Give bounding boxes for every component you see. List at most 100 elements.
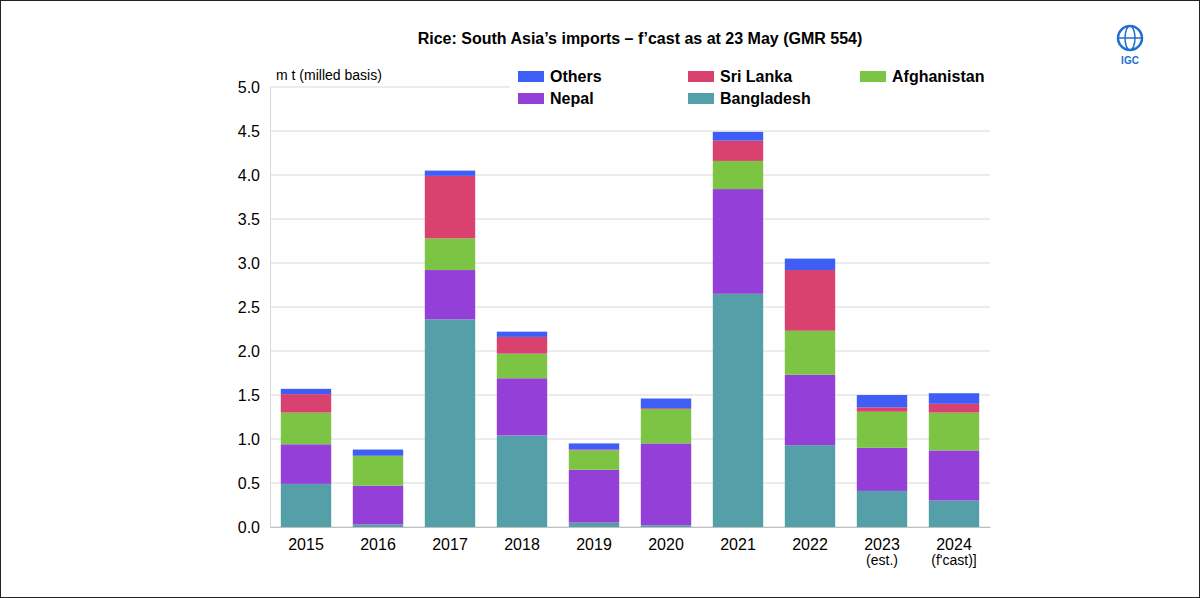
bar (281, 389, 331, 394)
bar (353, 450, 403, 456)
legend-swatch (518, 71, 544, 82)
x-tick-label: 2018 (504, 536, 540, 553)
y-tick: 4.0 (238, 167, 270, 184)
x-tick: 2022 (792, 527, 828, 553)
y-tick-label: 4.5 (238, 123, 260, 140)
bar (569, 470, 619, 523)
x-tick-label-line: (f'cast)] (931, 552, 976, 568)
series (281, 189, 979, 525)
bar (641, 443, 691, 525)
bar (569, 443, 619, 449)
bar (641, 409, 691, 443)
bar (497, 332, 547, 337)
bar (713, 161, 763, 189)
y-tick-label: 0.5 (238, 475, 260, 492)
bar (785, 331, 835, 375)
title: Rice: South Asia’s imports – f’cast as a… (418, 30, 863, 47)
x-tick-label-line: 2018 (504, 536, 540, 553)
bar (497, 435, 547, 527)
legend-label: Others (550, 68, 602, 85)
y-axis-line (270, 88, 271, 528)
y-tick: 5.0 (238, 79, 270, 96)
x-tick-label-line: 2017 (432, 536, 468, 553)
series (281, 294, 979, 527)
grid-line (270, 307, 990, 308)
logo-globe (1118, 37, 1142, 39)
y-tick: 3.5 (238, 211, 270, 228)
grid-line (270, 263, 990, 264)
x-tick-label: 2023(est.) (864, 536, 900, 568)
series (281, 132, 979, 456)
logo: IGC (1118, 26, 1142, 66)
legend-swatch (518, 93, 544, 104)
bar (569, 450, 619, 469)
y-tick-label: 0.0 (238, 519, 260, 536)
legend-item: Afghanistan (860, 68, 984, 85)
bar (497, 378, 547, 435)
bar (857, 407, 907, 411)
bar (713, 132, 763, 141)
y-tick: 3.0 (238, 255, 270, 272)
x-tick-label: 2019 (576, 536, 612, 553)
bars (281, 132, 979, 527)
chart: Rice: South Asia’s imports – f’cast as a… (0, 0, 1200, 598)
grid-line (270, 131, 990, 132)
bar (713, 294, 763, 527)
legend-label: Nepal (550, 90, 594, 107)
bar (857, 448, 907, 491)
grid-line (270, 351, 990, 352)
bar (857, 491, 907, 527)
bar (281, 484, 331, 527)
legend: Others Sri Lanka Afghanistan Nepal Banglades… (510, 66, 1010, 110)
bar (929, 501, 979, 527)
x-tick-label: 2022 (792, 536, 828, 553)
bar (857, 395, 907, 407)
x-tick-label: 2021 (720, 536, 756, 553)
y-tick: 0.5 (238, 475, 270, 492)
logo-globe (1118, 26, 1142, 50)
y-tick: 0.0 (238, 519, 270, 536)
bar (929, 404, 979, 413)
x-tick-label-line: 2024 (936, 536, 972, 553)
legend-swatch (860, 71, 886, 82)
x-tick: 2019 (576, 527, 612, 553)
bar (353, 456, 403, 486)
y-tick-label: 2.5 (238, 299, 260, 316)
y-tick-label: 4.0 (238, 167, 260, 184)
bar (785, 270, 835, 331)
y-tick-label: 3.5 (238, 211, 260, 228)
bar (929, 413, 979, 451)
y-tick: 2.5 (238, 299, 270, 316)
bar (857, 412, 907, 448)
bar (785, 259, 835, 270)
logo-text: IGC (1121, 55, 1139, 66)
bar (929, 393, 979, 404)
bar (281, 394, 331, 412)
bar (713, 141, 763, 161)
bar (929, 450, 979, 500)
series (281, 161, 979, 486)
legend-swatch (688, 93, 714, 104)
x-tick: 2015 (288, 527, 324, 553)
legend-item: Bangladesh (688, 90, 811, 107)
legend-label: Sri Lanka (720, 68, 792, 85)
bar (497, 354, 547, 379)
grid-line (270, 175, 990, 176)
frame (1, 1, 1200, 598)
x-tick-label-line: 2015 (288, 536, 324, 553)
x-tick-label-line: 2022 (792, 536, 828, 553)
x-tick-label-line: 2020 (648, 536, 684, 553)
x-tick: 2024(f'cast)] (931, 527, 976, 568)
x-tick-label: 2015 (288, 536, 324, 553)
legend-item: Sri Lanka (688, 68, 792, 85)
x-axis: 2015 2016 2017 2018 2019 2020 2021 2022 2023(est… (271, 527, 991, 568)
x-tick-label-line: 2023 (864, 536, 900, 553)
bar (785, 375, 835, 445)
bar (425, 171, 475, 176)
x-tick-label: 2016 (360, 536, 396, 553)
bar (425, 319, 475, 527)
x-tick: 2016 (360, 527, 396, 553)
bar (641, 525, 691, 527)
x-tick-label-line: 2019 (576, 536, 612, 553)
y-axis-title: m t (milled basis) (276, 67, 382, 83)
